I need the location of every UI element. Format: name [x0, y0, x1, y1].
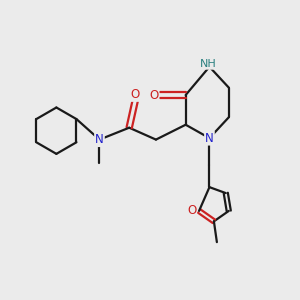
Text: NH: NH — [200, 59, 216, 69]
Text: N: N — [95, 133, 104, 146]
Text: O: O — [130, 88, 140, 101]
Text: O: O — [149, 88, 158, 101]
Text: N: N — [205, 132, 214, 145]
Text: O: O — [187, 204, 196, 218]
